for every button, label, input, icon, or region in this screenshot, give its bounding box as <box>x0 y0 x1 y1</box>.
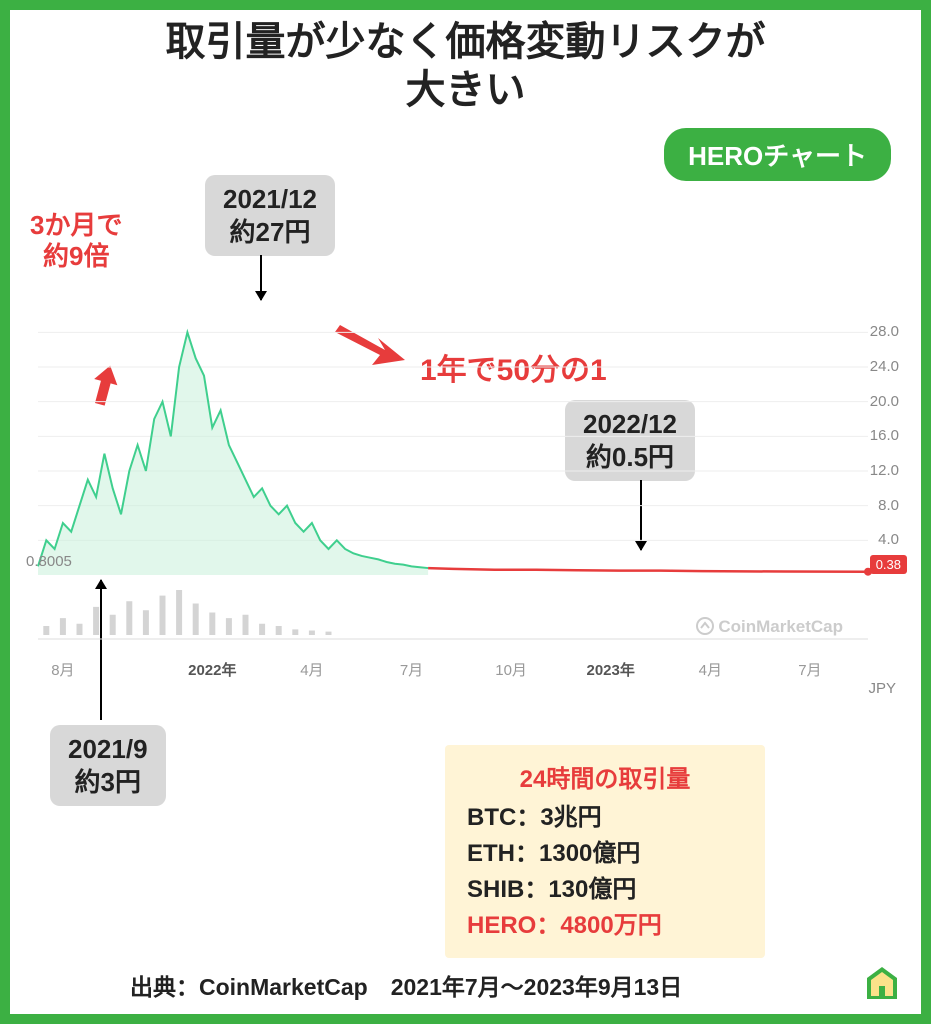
axis-currency: JPY <box>868 680 896 697</box>
y-tick: 4.0 <box>878 531 899 548</box>
y-tick: 24.0 <box>870 358 899 375</box>
callout-peak: 2021/12 約27円 <box>205 175 335 256</box>
x-tick: 7月 <box>798 659 821 680</box>
volume-row: BTC：3兆円 <box>467 800 743 836</box>
x-tick: 10月 <box>495 659 527 680</box>
price-chart: 28.024.020.016.012.08.04.0 8月2022年4月7月10… <box>28 315 903 645</box>
x-tick: 7月 <box>400 659 423 680</box>
volume-rows: BTC：3兆円ETH：1300億円SHIB：130億円HERO：4800万円 <box>467 800 743 944</box>
y-tick: 8.0 <box>878 497 899 514</box>
callout-peak-date: 2021/12 <box>223 184 317 214</box>
x-tick: 4月 <box>699 659 722 680</box>
volume-row: ETH：1300億円 <box>467 836 743 872</box>
last-price-label: 0.38 <box>870 555 907 574</box>
title-line2: 大きい <box>406 68 526 112</box>
callout-start: 2021/9 約3円 <box>50 725 166 806</box>
main-title: 取引量が少なく価格変動リスクが 大きい <box>0 18 931 114</box>
x-tick: 4月 <box>300 659 323 680</box>
callout-peak-price: 約27円 <box>230 217 311 247</box>
annotation-3month: 3か月で 約9倍 <box>30 210 122 272</box>
x-tick: 8月 <box>51 659 74 680</box>
annot-3month-line1: 3か月で <box>30 210 122 240</box>
volume-box-title: 24時間の取引量 <box>467 759 743 794</box>
watermark: CoinMarketCap <box>696 617 843 637</box>
first-price-label: 0.8005 <box>26 553 72 570</box>
brand-logo-icon <box>863 964 901 1002</box>
coinmarketcap-icon <box>696 617 714 635</box>
title-line1: 取引量が少なく価格変動リスクが <box>166 20 766 64</box>
chart-name-badge: HEROチャート <box>664 128 891 181</box>
volume-row: SHIB：130億円 <box>467 872 743 908</box>
y-tick: 16.0 <box>870 427 899 444</box>
y-tick: 28.0 <box>870 323 899 340</box>
arrow-peak <box>260 255 262 300</box>
volume-box: 24時間の取引量 BTC：3兆円ETH：1300億円SHIB：130億円HERO… <box>445 745 765 958</box>
y-tick: 20.0 <box>870 393 899 410</box>
callout-start-date: 2021/9 <box>68 734 148 764</box>
x-tick: 2022年 <box>188 659 236 680</box>
x-tick: 2023年 <box>587 659 635 680</box>
chart-svg <box>28 315 903 645</box>
callout-start-price: 約3円 <box>75 767 141 797</box>
watermark-text: CoinMarketCap <box>718 617 843 636</box>
volume-row: HERO：4800万円 <box>467 908 743 944</box>
y-tick: 12.0 <box>870 462 899 479</box>
source-citation: 出典：CoinMarketCap 2021年7月～2023年9月13日 <box>130 968 682 1002</box>
annot-3month-line2: 約9倍 <box>43 241 109 271</box>
